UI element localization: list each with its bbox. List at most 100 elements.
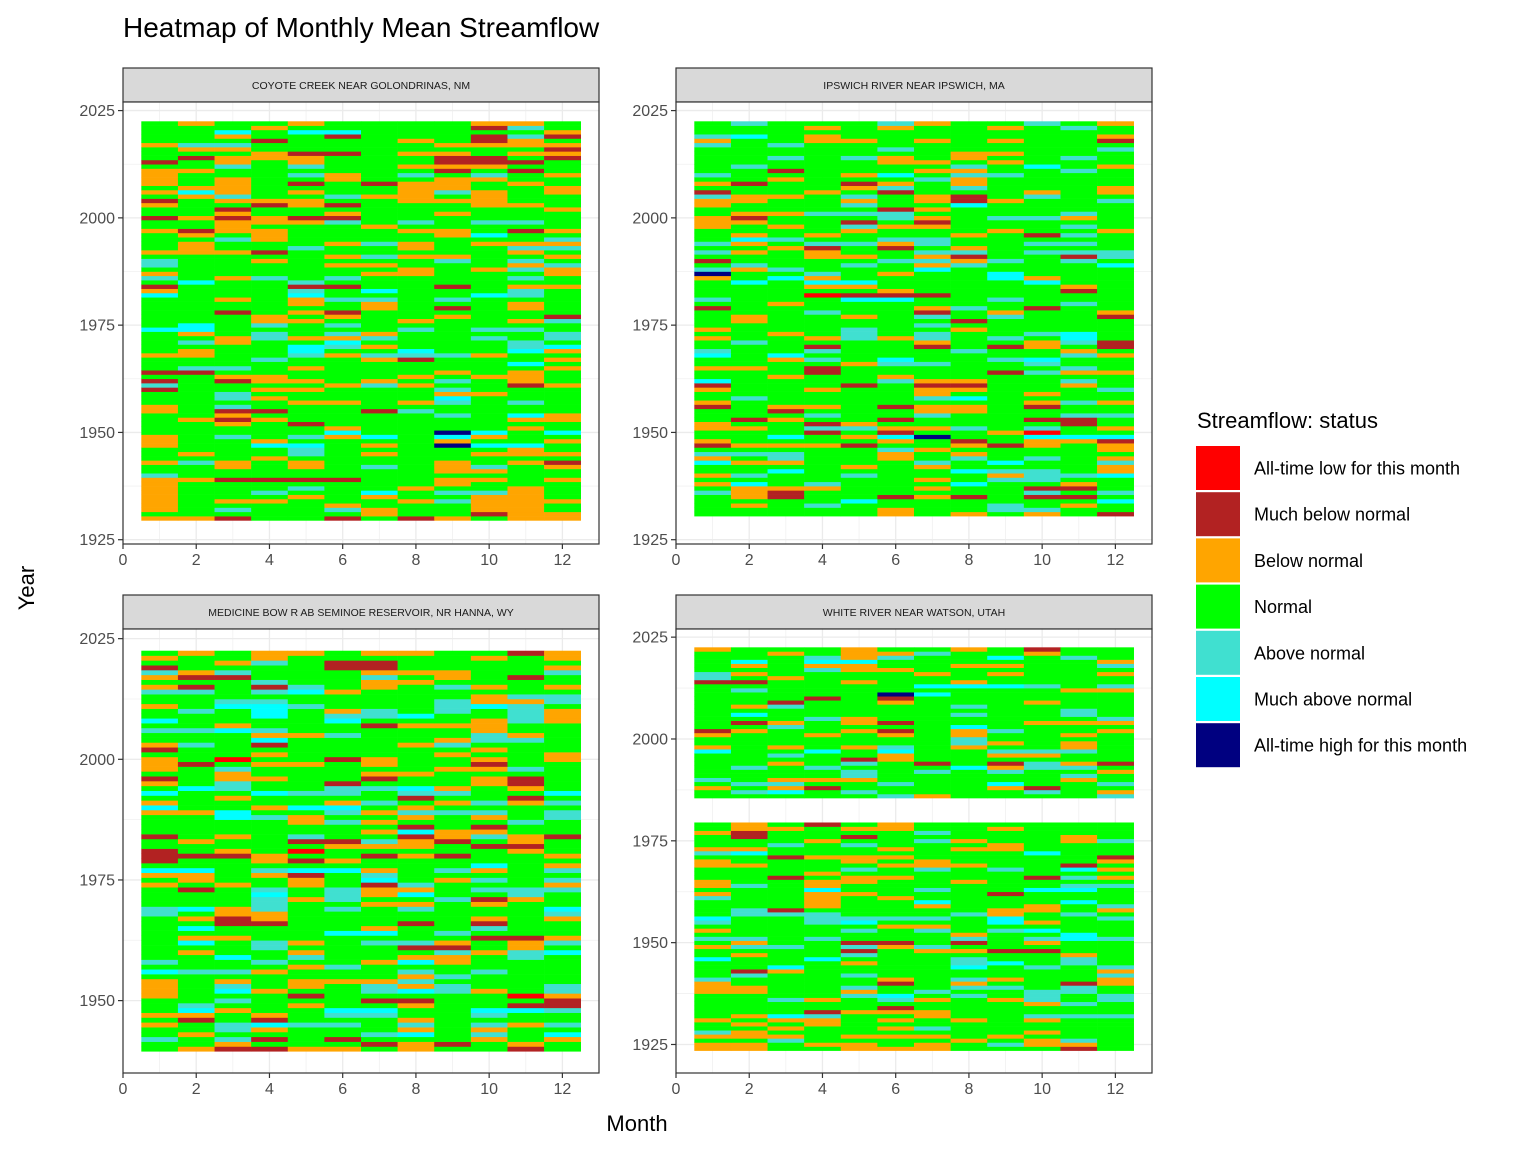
heatmap-cell: [214, 1036, 252, 1042]
heatmap-cell: [840, 164, 878, 169]
heatmap-cell: [987, 753, 1025, 758]
heatmap-cell: [397, 863, 435, 869]
heatmap-cell: [287, 1041, 325, 1047]
heatmap-cell: [251, 147, 289, 152]
heatmap-cell: [287, 400, 325, 405]
heatmap-cell: [251, 863, 289, 869]
heatmap-cell: [177, 819, 215, 825]
heatmap-cell: [730, 297, 768, 302]
heatmap-cell: [324, 344, 362, 350]
heatmap-cell: [804, 777, 842, 783]
heatmap-cell: [507, 288, 545, 294]
heatmap-cell: [177, 185, 215, 191]
heatmap-cell: [987, 335, 1025, 341]
heatmap-cell: [694, 151, 732, 156]
heatmap-cell: [804, 451, 842, 457]
heatmap-cell: [877, 830, 915, 836]
heatmap-cell: [544, 357, 581, 362]
heatmap-cell: [694, 842, 732, 848]
heatmap-cell: [767, 275, 805, 281]
heatmap-cell: [397, 211, 435, 217]
heatmap-cell: [177, 241, 215, 247]
heatmap-cell: [141, 650, 179, 656]
heatmap-cell: [1060, 679, 1098, 685]
heatmap-cell: [730, 883, 768, 888]
heatmap-cell: [767, 202, 805, 208]
heatmap-cell: [544, 323, 581, 328]
heatmap-cell: [804, 185, 842, 191]
heatmap-cell: [1097, 773, 1134, 778]
heatmap-cell: [840, 1030, 878, 1035]
heatmap-cell: [914, 1018, 951, 1023]
heatmap-cell: [767, 973, 805, 978]
heatmap-cell: [251, 292, 289, 298]
heatmap-cell: [214, 361, 252, 367]
heatmap-cell: [287, 814, 325, 820]
heatmap-cell: [914, 732, 951, 738]
heatmap-cell: [251, 737, 289, 743]
heatmap-cell: [544, 974, 581, 980]
heatmap-cell: [840, 297, 878, 302]
heatmap-cell: [470, 344, 508, 350]
heatmap-cell: [507, 262, 545, 268]
heatmap-cell: [324, 935, 362, 941]
heatmap-cell: [950, 344, 988, 350]
y-tick-label: 1975: [79, 872, 115, 889]
heatmap-cell: [544, 655, 581, 661]
heatmap-cell: [434, 737, 472, 743]
heatmap-cell: [361, 344, 398, 350]
heatmap-cell: [177, 202, 215, 208]
heatmap-cell: [324, 262, 362, 268]
heatmap-cell: [1023, 663, 1061, 668]
heatmap-cell: [141, 1017, 179, 1023]
heatmap-cell: [324, 718, 362, 724]
y-tick-label: 2025: [79, 631, 115, 648]
heatmap-cell: [767, 883, 805, 888]
heatmap-cell: [324, 819, 362, 825]
heatmap-cell: [141, 159, 179, 165]
heatmap-cell: [214, 318, 252, 324]
heatmap-cell: [730, 147, 768, 152]
heatmap-cell: [730, 134, 768, 139]
heatmap-cell: [767, 1018, 805, 1023]
heatmap-cell: [914, 993, 951, 998]
heatmap-cell: [1097, 451, 1134, 457]
heatmap-cell: [361, 297, 398, 302]
heatmap-cell: [507, 481, 545, 487]
heatmap-cell: [544, 138, 581, 144]
heatmap-cell: [177, 742, 215, 748]
heatmap-cell: [1060, 430, 1098, 435]
heatmap-cell: [397, 417, 435, 422]
heatmap-cell: [1060, 651, 1098, 656]
heatmap-cell: [767, 353, 805, 358]
heatmap-cell: [840, 1026, 878, 1031]
heatmap-cell: [251, 660, 289, 666]
heatmap-cell: [397, 916, 435, 922]
heatmap-cell: [877, 960, 915, 966]
heatmap-cell: [914, 838, 951, 844]
heatmap-cell: [987, 490, 1025, 495]
heatmap-cell: [840, 700, 878, 705]
heatmap-cell: [950, 859, 988, 864]
heatmap-cell: [177, 853, 215, 859]
heatmap-cell: [804, 129, 842, 135]
heatmap-cell: [251, 155, 289, 161]
heatmap-cell: [470, 843, 508, 849]
heatmap-cell: [141, 713, 179, 719]
heatmap-cell: [987, 647, 1025, 652]
heatmap-cell: [397, 848, 435, 854]
heatmap-cell: [324, 421, 362, 427]
heatmap-cell: [141, 718, 179, 724]
heatmap-cell: [1023, 1022, 1061, 1027]
heatmap-cell: [767, 335, 805, 341]
heatmap-cell: [397, 353, 435, 358]
heatmap-cell: [214, 1007, 252, 1013]
heatmap-cell: [470, 305, 508, 311]
heatmap-cell: [730, 456, 768, 461]
heatmap-cell: [804, 1034, 842, 1039]
heatmap-cell: [914, 254, 951, 259]
heatmap-cell: [434, 159, 472, 165]
heatmap-cell: [434, 756, 472, 763]
heatmap-cell: [694, 438, 732, 444]
heatmap-cell: [361, 838, 398, 845]
